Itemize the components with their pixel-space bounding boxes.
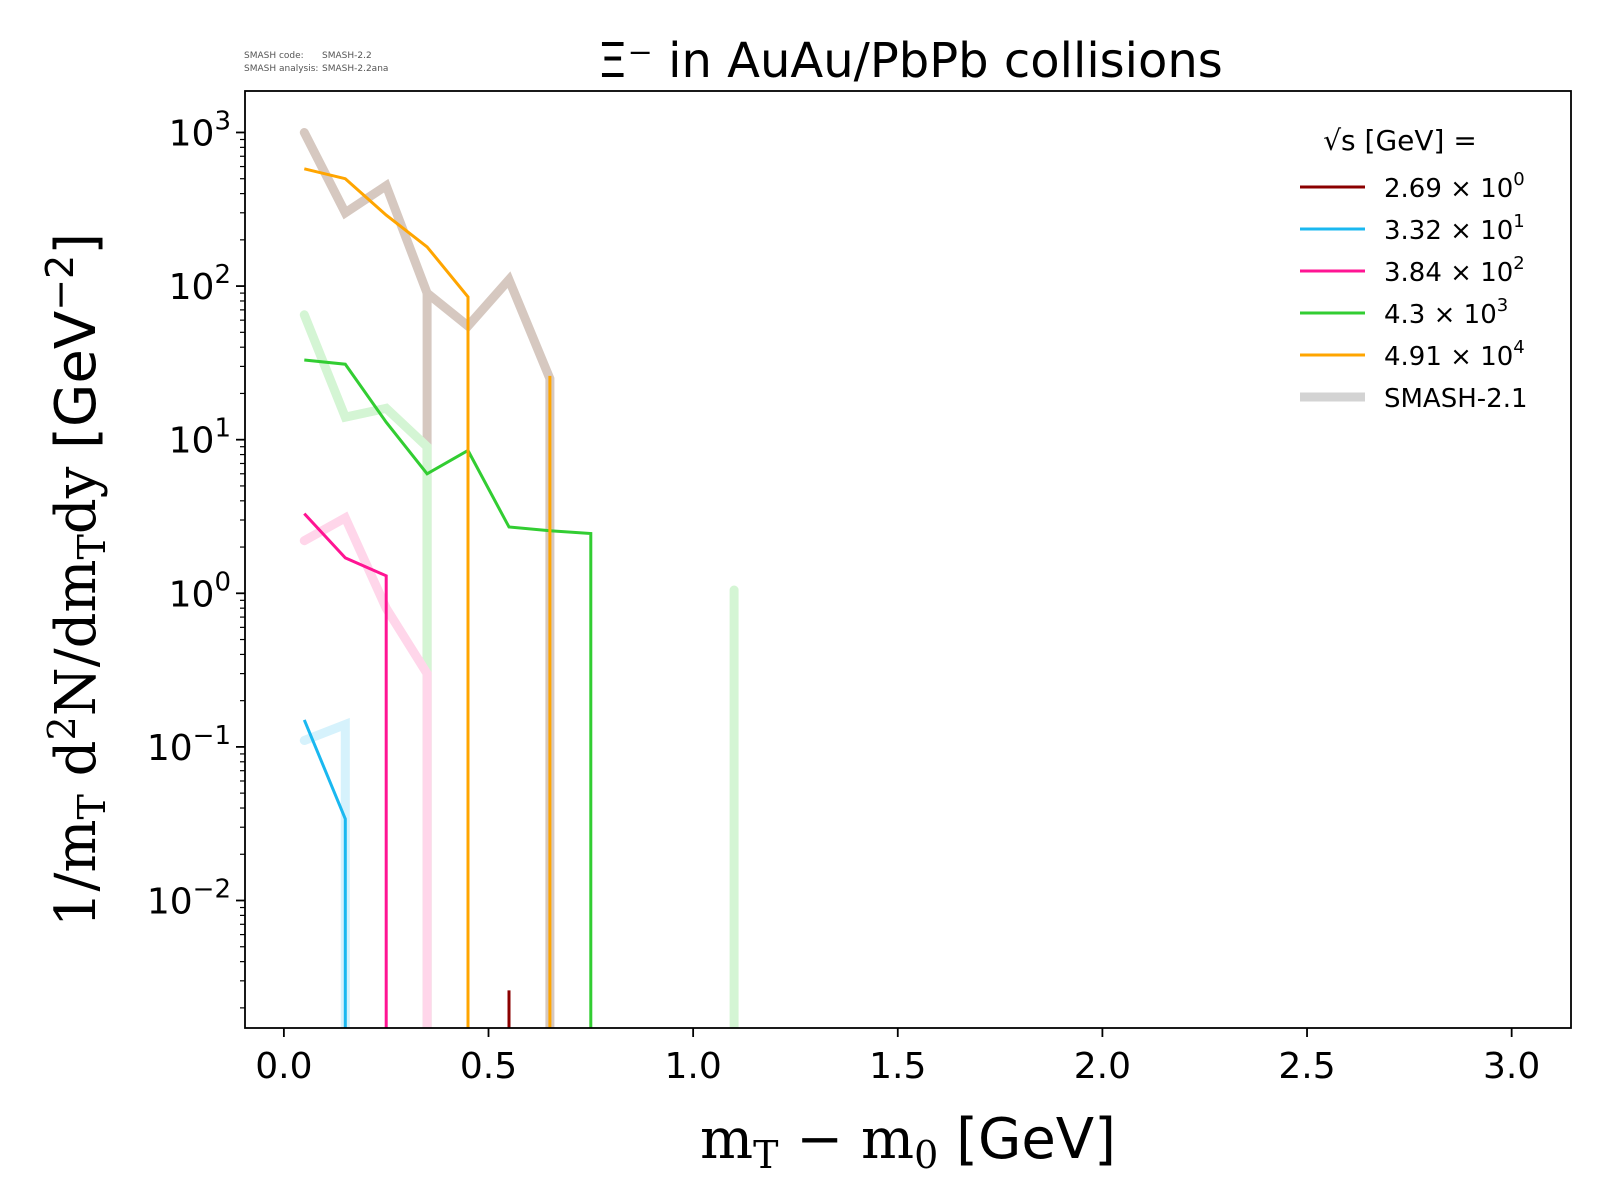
x-tick-label-6: 3.0	[1483, 1046, 1540, 1087]
watermark-code-label: SMASH code:	[244, 51, 304, 61]
x-tick-label-0: 0.0	[255, 1046, 312, 1087]
y-tick-label-0: 103	[169, 106, 231, 154]
legend: √s [GeV] = 2.69 × 100 3.32 × 101 3.84 × 102…	[1300, 124, 1528, 414]
x-tick-label-3: 1.5	[869, 1046, 926, 1087]
watermark: SMASH code: SMASH-2.2 SMASH analysis: SM…	[244, 51, 388, 74]
series-line-4	[303, 167, 470, 1028]
legend-label-0: 2.69 × 100	[1384, 169, 1525, 204]
watermark-code-value: SMASH-2.2	[322, 51, 372, 61]
series-layer	[299, 128, 739, 1028]
legend-title: √s [GeV] =	[1323, 124, 1477, 157]
legend-label-2: 3.84 × 102	[1384, 253, 1525, 288]
x-tick-label-2: 1.0	[665, 1046, 722, 1087]
x-axis-label: mT − m0 [GeV]	[700, 1107, 1116, 1177]
reference-series-line-8	[299, 310, 432, 1028]
legend-label-1: 3.32 × 101	[1384, 211, 1525, 246]
legend-label-3: 4.3 × 103	[1384, 295, 1508, 330]
y-tick-label-1: 102	[169, 260, 231, 308]
y-tick-label-5: 10−2	[147, 875, 231, 923]
x-tick-label-1: 0.5	[460, 1046, 517, 1087]
y-tick-label-3: 100	[169, 567, 231, 615]
series-line-2	[303, 512, 388, 1028]
x-tick-label-5: 2.5	[1278, 1046, 1335, 1087]
reference-series-line-6	[299, 128, 555, 1028]
y-tick-label-2: 101	[169, 414, 231, 462]
plot-frame	[244, 90, 1572, 1029]
tick-layer: 0.0 0.5 1.0 1.5 2.0 2.5 3.0 103 102 101 100 10−1 10−…	[147, 106, 1540, 1087]
legend-reference-label: SMASH-2.1	[1384, 384, 1528, 414]
legend-label-4: 4.91 × 104	[1384, 337, 1525, 372]
chart-title: Ξ⁻ in AuAu/PbPb collisions	[597, 33, 1223, 89]
watermark-analysis-label: SMASH analysis:	[244, 64, 318, 74]
watermark-analysis-value: SMASH-2.2ana	[322, 64, 388, 74]
y-axis-label: 1/mT d2N/dmTdy [GeV−2]	[38, 233, 114, 927]
x-tick-label-4: 2.0	[1074, 1046, 1131, 1087]
plot-area	[245, 91, 1571, 1028]
series-line-1	[302, 719, 347, 1028]
y-tick-label-4: 10−1	[147, 721, 231, 769]
